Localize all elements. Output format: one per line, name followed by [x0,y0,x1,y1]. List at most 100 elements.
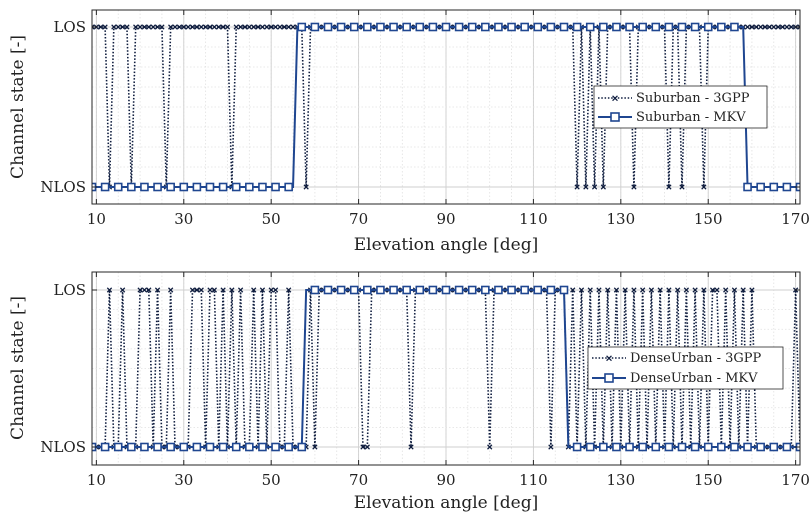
legend-marker-x: ✕ [611,95,619,105]
marker-3gpp [146,24,152,30]
marker-mkv [677,442,687,452]
marker-mkv [166,442,175,452]
marker-3gpp [583,184,589,190]
y-tick-label: LOS [53,18,86,36]
marker-3gpp [98,24,104,30]
marker-3gpp [272,24,279,30]
marker-3gpp [237,287,244,293]
marker-3gpp [211,287,218,293]
legend: ✕ DenseUrban - 3GPP DenseUrban - MKV [587,346,784,390]
marker-mkv [467,285,477,295]
legend-marker-x: ✕ [605,355,613,365]
x-tick-label: 70 [349,210,368,228]
legend-label-suburban-mkv: Suburban - MKV [636,110,746,125]
x-axis-label: Elevation angle [deg] [354,235,538,255]
marker-3gpp [194,287,200,293]
marker-mkv [546,285,556,295]
marker-mkv [179,442,189,452]
marker-3gpp [207,287,213,293]
marker-mkv [730,442,739,452]
marker-3gpp [631,184,637,190]
y-axis-label: Channel state [-] [8,35,28,179]
marker-3gpp [251,24,257,30]
marker-3gpp [272,287,279,293]
marker-mkv [441,22,451,32]
marker-3gpp [207,24,213,30]
marker-mkv [179,182,189,192]
marker-mkv [454,285,464,295]
marker-3gpp [185,24,191,30]
marker-mkv [690,22,700,32]
marker-3gpp [657,287,663,293]
marker-3gpp [211,24,218,30]
marker-mkv [349,285,359,295]
ticks: 10 30 50 70 90 110 130 150 170 NLOS LOS [40,272,810,489]
marker-mkv [494,22,503,32]
series-layer [92,285,800,452]
marker-3gpp [133,24,139,30]
marker-3gpp [286,24,292,30]
marker-mkv [376,22,385,32]
marker-3gpp [631,287,637,293]
marker-mkv [205,442,215,452]
x-tick-label: 50 [262,471,281,489]
marker-3gpp [286,287,292,293]
legend-box [593,85,768,129]
marker-3gpp [259,287,266,293]
marker-3gpp [233,24,239,30]
marker-mkv [638,442,647,452]
marker-3gpp [744,24,751,30]
x-tick-label: 90 [436,210,455,228]
marker-mkv [520,285,529,295]
marker-mkv [599,22,608,32]
legend: ✕ Suburban - 3GPP Suburban - MKV [593,85,768,129]
marker-mkv [612,22,621,32]
legend-label-denseurban-3gpp: DenseUrban - 3GPP [630,351,762,366]
marker-mkv [428,285,438,295]
marker-mkv [507,285,516,295]
marker-mkv [651,442,661,452]
marker-3gpp [115,24,121,30]
marker-mkv [441,285,451,295]
marker-3gpp [224,24,231,30]
marker-3gpp [154,287,161,293]
marker-mkv [743,442,752,452]
marker-mkv [612,442,621,452]
marker-3gpp [146,287,152,293]
series-layer [92,22,800,192]
marker-3gpp [137,24,143,30]
marker-3gpp [574,184,580,190]
marker-3gpp [408,444,414,450]
marker-3gpp [216,24,222,30]
marker-mkv [231,442,241,452]
marker-3gpp [111,24,117,30]
marker-mkv [323,285,333,295]
marker-3gpp [758,24,764,30]
marker-3gpp [303,184,309,190]
marker-mkv [140,442,149,452]
marker-3gpp [176,24,183,30]
marker-mkv [284,182,293,192]
marker-3gpp [159,24,165,30]
x-tick-label: 110 [519,471,548,489]
marker-mkv [467,22,477,32]
marker-3gpp [775,24,781,30]
marker-mkv [559,22,569,32]
marker-3gpp [220,24,226,30]
marker-3gpp [124,24,130,30]
marker-mkv [690,442,700,452]
marker-3gpp [312,444,318,450]
marker-mkv [782,442,792,452]
marker-mkv [402,22,411,32]
marker-mkv [585,22,595,32]
marker-mkv [402,285,411,295]
y-tick-label: NLOS [40,178,86,196]
marker-mkv [494,285,503,295]
marker-mkv [231,182,241,192]
marker-3gpp [202,24,209,30]
marker-3gpp [264,24,270,30]
marker-3gpp [154,24,161,30]
marker-mkv [520,22,529,32]
marker-mkv [638,22,647,32]
x-tick-label: 130 [606,471,635,489]
